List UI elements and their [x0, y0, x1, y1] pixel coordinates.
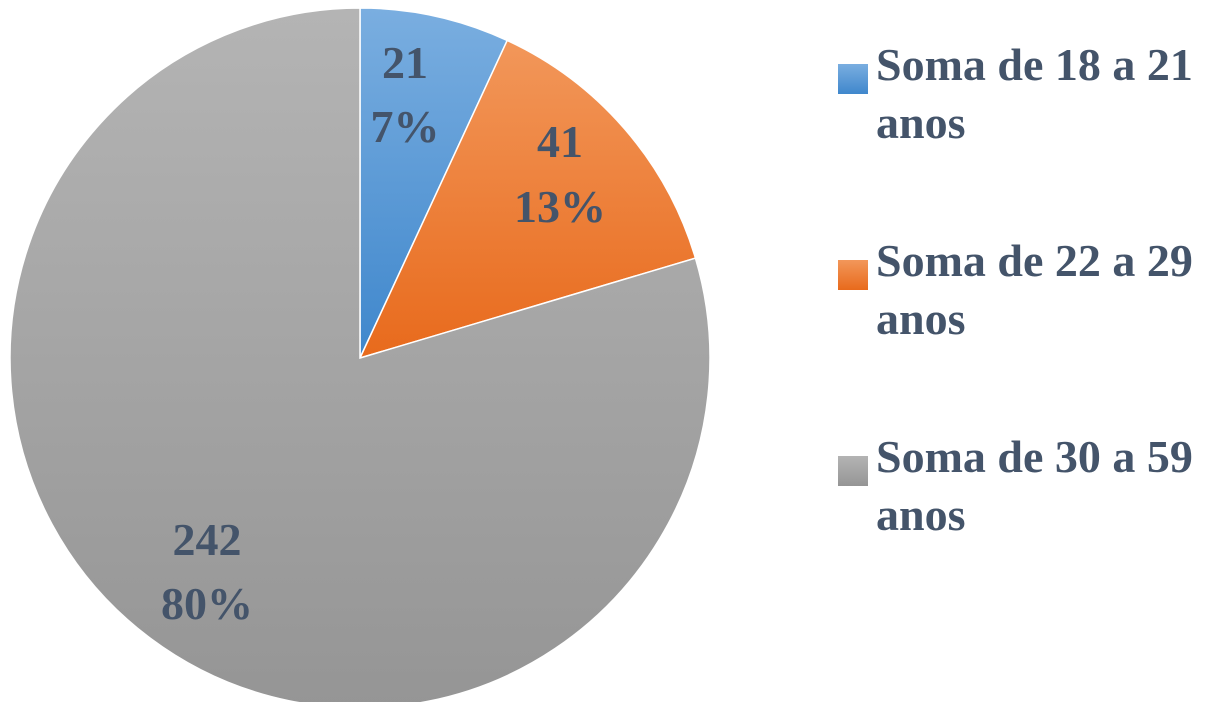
slice-percent-label: 13%: [514, 181, 606, 232]
slice-value-label: 21: [382, 37, 428, 88]
legend-swatch: [838, 456, 868, 486]
pie-plot-area: 21 7% 41 13% 242 80%: [9, 7, 711, 702]
legend-swatch: [838, 64, 868, 94]
pie-slice: [9, 7, 711, 702]
pie-slice: [358, 39, 697, 360]
legend-label: Soma de 30 a 59 anos: [876, 431, 1193, 540]
legend-item: Soma de 18 a 21 anos: [838, 36, 1208, 232]
legend-swatch: [838, 260, 868, 290]
legend-label: Soma de 22 a 29 anos: [876, 235, 1193, 344]
legend: Soma de 18 a 21 anos Soma de 22 a 29 ano…: [838, 36, 1208, 624]
slice-percent-label: 7%: [371, 101, 440, 152]
slice-value-label: 242: [173, 514, 242, 565]
pie-slice: [359, 7, 509, 359]
legend-item: Soma de 30 a 59 anos: [838, 428, 1208, 624]
slice-percent-label: 80%: [161, 578, 253, 629]
slice-value-label: 41: [537, 116, 583, 167]
legend-item: Soma de 22 a 29 anos: [838, 232, 1208, 428]
legend-label: Soma de 18 a 21 anos: [876, 39, 1193, 148]
